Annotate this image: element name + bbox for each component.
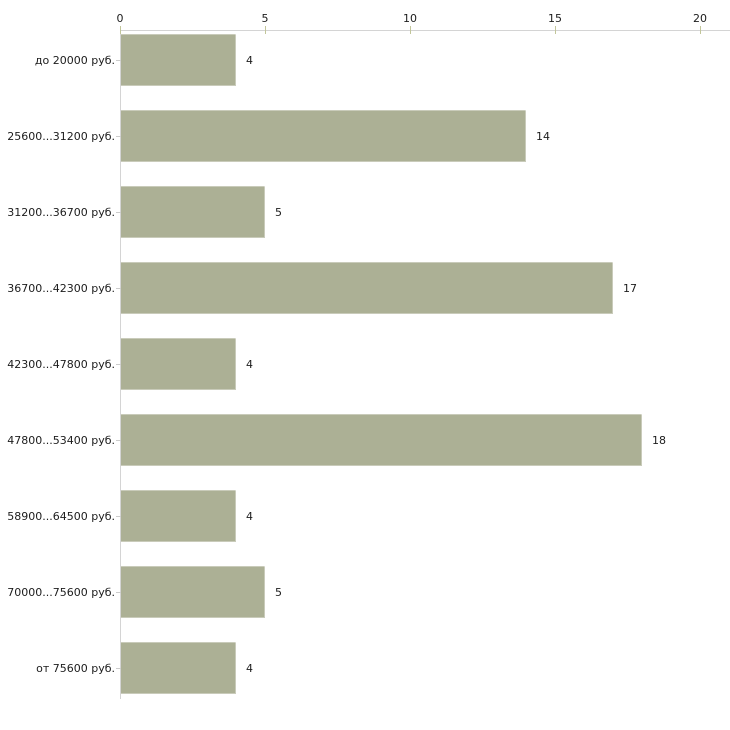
- x-axis-tick-label: 20: [693, 12, 707, 25]
- category-label: 58900...64500 руб.: [7, 509, 115, 523]
- value-label: 4: [246, 53, 253, 67]
- category-label: 31200...36700 руб.: [7, 205, 115, 219]
- category-label: 47800...53400 руб.: [7, 433, 115, 447]
- y-axis-tick-mark: [116, 668, 121, 669]
- bar: [121, 414, 642, 466]
- x-axis-line: [120, 30, 730, 31]
- bar: [121, 490, 236, 542]
- value-label: 4: [246, 509, 253, 523]
- y-axis-tick-mark: [116, 288, 121, 289]
- value-label: 14: [536, 129, 550, 143]
- category-label: 25600...31200 руб.: [7, 129, 115, 143]
- bar: [121, 110, 526, 162]
- x-axis-tick-mark: [700, 26, 701, 34]
- x-axis-tick-mark: [120, 26, 121, 34]
- x-axis-tick-mark: [555, 26, 556, 34]
- value-label: 18: [652, 433, 666, 447]
- x-axis-tick-label: 10: [403, 12, 417, 25]
- bar: [121, 338, 236, 390]
- y-axis-tick-mark: [116, 136, 121, 137]
- bar: [121, 262, 613, 314]
- value-label: 5: [275, 585, 282, 599]
- value-label: 4: [246, 357, 253, 371]
- bar: [121, 186, 265, 238]
- x-axis-tick-label: 0: [116, 12, 124, 25]
- value-label: 17: [623, 281, 637, 295]
- y-axis-tick-mark: [116, 440, 121, 441]
- category-label: 42300...47800 руб.: [7, 357, 115, 371]
- value-label: 4: [246, 661, 253, 675]
- category-label: 36700...42300 руб.: [7, 281, 115, 295]
- value-label: 5: [275, 205, 282, 219]
- x-axis-tick-mark: [410, 26, 411, 34]
- bar: [121, 642, 236, 694]
- y-axis-tick-mark: [116, 516, 121, 517]
- category-label: до 20000 руб.: [34, 53, 115, 67]
- x-axis-tick-label: 5: [261, 12, 269, 25]
- x-axis-tick-mark: [265, 26, 266, 34]
- y-axis-tick-mark: [116, 60, 121, 61]
- x-axis-tick-label: 15: [548, 12, 562, 25]
- bar: [121, 566, 265, 618]
- category-label: 70000...75600 руб.: [7, 585, 115, 599]
- y-axis-tick-mark: [116, 212, 121, 213]
- category-label: от 75600 руб.: [36, 661, 115, 675]
- y-axis-tick-mark: [116, 592, 121, 593]
- y-axis-tick-mark: [116, 364, 121, 365]
- bar: [121, 34, 236, 86]
